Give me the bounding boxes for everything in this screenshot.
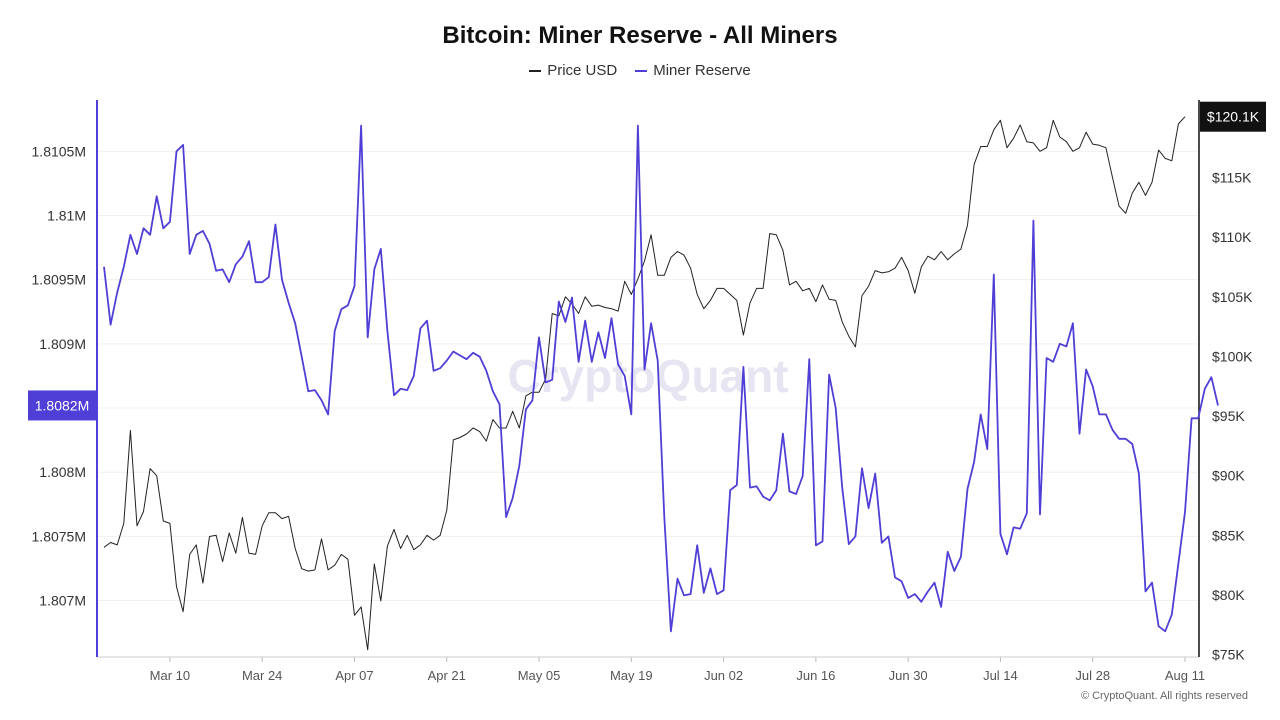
legend-item-reserve[interactable]: Miner Reserve (635, 62, 751, 79)
y-left-tick-label: 1.809M (39, 336, 86, 352)
series-layer (103, 116, 1219, 651)
chart-title: Bitcoin: Miner Reserve - All Miners (442, 22, 838, 49)
x-tick-label: Apr 21 (428, 668, 466, 683)
x-tick-label: May 05 (518, 668, 561, 683)
legend-label-price: Price USD (547, 62, 618, 79)
y-right-tick-label: $80K (1212, 587, 1245, 603)
series-line-miner-reserve[interactable] (103, 124, 1219, 633)
legend-swatch-price (529, 69, 542, 72)
current-reserve-label: 1.8082M (35, 397, 89, 413)
legend: Price USD Miner Reserve (0, 62, 1280, 79)
watermark: CryptoQuant (507, 350, 788, 402)
y-left-tick-label: 1.8095M (32, 272, 86, 288)
legend-item-price[interactable]: Price USD (529, 62, 617, 79)
x-tick-label: Jul 28 (1075, 668, 1110, 683)
y-right-tick-label: $105K (1212, 289, 1253, 305)
y-right-tick-label: $85K (1212, 527, 1245, 543)
x-tick-label: Jul 14 (983, 668, 1018, 683)
y-left-tick-label: 1.8075M (32, 528, 86, 544)
y-left-tick-label: 1.8105M (32, 143, 86, 159)
label-layer: 1.807M1.8075M1.808M1.8085M1.809M1.8095M1… (28, 101, 1266, 683)
series-line-price[interactable] (103, 116, 1186, 651)
y-right-tick-label: $75K (1212, 647, 1245, 663)
x-tick-label: Jun 30 (889, 668, 928, 683)
current-price-badge (1200, 101, 1266, 132)
x-tick-label: Aug 11 (1165, 668, 1205, 683)
y-right-tick-label: $95K (1212, 408, 1245, 424)
y-right-tick-label: $110K (1212, 229, 1252, 245)
y-right-tick-label: $100K (1212, 348, 1253, 364)
legend-swatch-reserve (635, 69, 648, 72)
x-tick-label: Jun 16 (796, 668, 835, 683)
x-tick-label: Jun 02 (704, 668, 743, 683)
grid-layer (97, 150, 1199, 602)
y-left-tick-label: 1.808M (39, 464, 86, 480)
y-left-tick-label: 1.807M (39, 593, 86, 609)
y-right-tick-label: $115K (1212, 170, 1252, 186)
copyright-notice: © CryptoQuant. All rights reserved (1080, 690, 1248, 702)
x-tick-label: Mar 24 (242, 668, 282, 683)
y-left-tick-label: 1.81M (47, 208, 86, 224)
x-tick-label: Apr 07 (335, 668, 373, 683)
current-reserve-badge (28, 390, 97, 421)
axis-layer (96, 100, 1200, 662)
current-price-label: $120.1K (1207, 109, 1260, 125)
x-tick-label: Mar 10 (150, 668, 190, 683)
y-right-tick-label: $90K (1212, 468, 1245, 484)
x-tick-label: May 19 (610, 668, 653, 683)
legend-label-reserve: Miner Reserve (653, 62, 751, 79)
